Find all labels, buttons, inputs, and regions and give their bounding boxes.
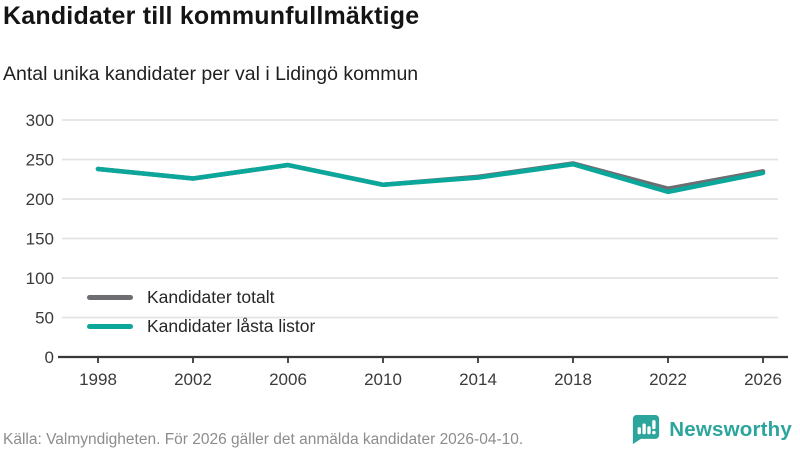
y-axis-tick-label: 250 — [26, 151, 54, 170]
legend-swatch-totalt — [87, 294, 133, 300]
y-axis-tick-label: 0 — [45, 348, 54, 367]
source-text: Källa: Valmyndigheten. För 2026 gäller d… — [3, 431, 524, 448]
legend-label-lasta-listor: Kandidater låsta listor — [147, 315, 316, 336]
x-axis-tick-label: 2018 — [554, 370, 592, 389]
legend-label-totalt: Kandidater totalt — [147, 286, 275, 307]
y-axis-tick-label: 200 — [26, 190, 54, 209]
y-axis-tick-label: 100 — [26, 269, 54, 288]
x-axis-tick-label: 1998 — [79, 370, 117, 389]
y-axis-tick-label: 300 — [26, 111, 54, 130]
y-axis-tick-label: 50 — [35, 309, 54, 328]
bar-chart-speech-bubble-icon — [631, 413, 661, 447]
legend-swatch-lasta-listor — [87, 323, 133, 329]
page-title: Kandidater till kommunfullmäktige — [3, 2, 420, 30]
legend-item-totalt: Kandidater totalt — [87, 287, 315, 307]
x-axis-tick-label: 2010 — [364, 370, 402, 389]
page-subtitle: Antal unika kandidater per val i Lidingö… — [3, 63, 419, 85]
x-axis-tick-label: 2022 — [649, 370, 687, 389]
x-axis-tick-label: 2014 — [459, 370, 497, 389]
x-axis-tick-label: 2026 — [744, 370, 782, 389]
newsworthy-logo[interactable]: Newsworthy — [631, 413, 792, 447]
x-axis-tick-label: 2006 — [269, 370, 307, 389]
chart-svg: 0 50 100 150 200 250 300 1998 2002 2006 2010 2014 20… — [26, 111, 788, 389]
data-line — [95, 161, 766, 195]
x-axis-tick-label: 2002 — [174, 370, 212, 389]
y-axis-tick-label: 150 — [26, 230, 54, 249]
chart-legend: Kandidater totalt Kandidater låsta listo… — [87, 287, 315, 336]
newsworthy-wordmark: Newsworthy — [669, 418, 792, 441]
legend-item-lasta-listor: Kandidater låsta listor — [87, 316, 315, 336]
